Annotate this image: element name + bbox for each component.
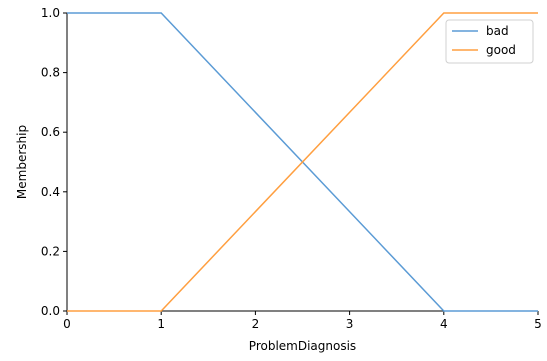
y-tick-label: 0.4: [41, 185, 60, 199]
x-axis-label: ProblemDiagnosis: [249, 339, 356, 353]
y-tick-label: 0.2: [41, 244, 60, 258]
x-tick-label: 1: [157, 317, 165, 331]
series-line-good: [67, 12, 538, 312]
y-axis-ticks: 0.0 0.2 0.4 0.6 0.8 1.0: [41, 6, 67, 318]
x-tick-label: 2: [252, 317, 260, 331]
x-tick-label: 3: [346, 317, 354, 331]
legend: bad good: [445, 19, 534, 64]
x-tick-label: 5: [534, 317, 542, 331]
y-axis-label: Membership: [15, 125, 29, 199]
x-axis-ticks: 0 1 2 3 4 5: [63, 311, 542, 331]
x-tick-label: 0: [63, 317, 71, 331]
y-tick-label: 0.0: [41, 304, 60, 318]
legend-label-bad: bad: [486, 24, 509, 38]
y-tick-label: 1.0: [41, 6, 60, 20]
series-layer: [67, 12, 538, 312]
y-tick-label: 0.8: [41, 66, 60, 80]
y-tick-label: 0.6: [41, 125, 60, 139]
x-tick-label: 4: [440, 317, 448, 331]
legend-label-good: good: [486, 43, 516, 57]
